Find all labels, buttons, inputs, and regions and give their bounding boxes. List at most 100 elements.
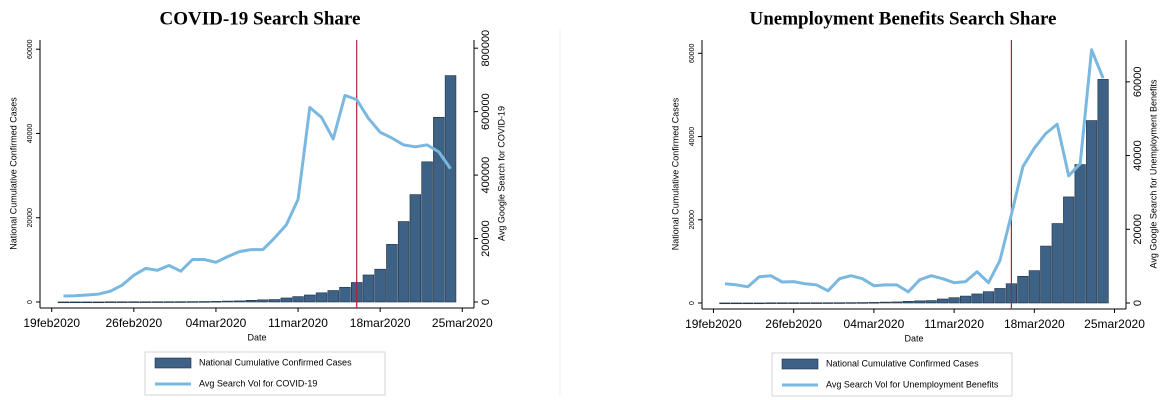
bar xyxy=(948,297,960,304)
legend-swatch xyxy=(781,358,819,370)
bar xyxy=(116,301,128,303)
bar xyxy=(315,292,328,303)
bar xyxy=(994,288,1006,304)
bar xyxy=(1040,245,1052,304)
bar xyxy=(856,302,869,304)
y2-tick-label: 0 xyxy=(1132,300,1144,306)
y-tick-label: 40000 xyxy=(689,127,696,147)
bar xyxy=(327,290,339,303)
bar xyxy=(959,295,972,304)
x-tick-label: 25mar2020 xyxy=(432,316,493,330)
x-tick-label: 19feb2020 xyxy=(685,317,742,331)
y-tick-label: 40000 xyxy=(27,124,34,144)
legend-label: Avg Search Vol for COVID-19 xyxy=(199,378,317,388)
bar xyxy=(221,300,234,303)
chart-title: Unemployment Benefits Search Share xyxy=(750,8,1057,29)
bar xyxy=(730,302,742,305)
y-axis-title: National Cumulative Confirmed Cases xyxy=(8,97,18,250)
bar xyxy=(397,221,410,303)
x-tick-label: 04mar2020 xyxy=(844,317,905,331)
bar xyxy=(1097,79,1109,304)
bar xyxy=(374,268,386,303)
bar xyxy=(879,301,891,304)
chart: 0 20000 40000 60000 0 20000 40000 60000 19feb202… xyxy=(670,8,1158,397)
chart: 0200004000060000020000040000060000080000… xyxy=(8,8,506,396)
y2-tick-label: 400000 xyxy=(480,157,492,194)
bar xyxy=(151,301,163,303)
bar xyxy=(81,301,93,304)
bar xyxy=(268,299,281,303)
bar xyxy=(891,301,903,304)
bar xyxy=(233,300,246,303)
bar xyxy=(811,302,823,304)
bar xyxy=(433,116,445,303)
bar xyxy=(719,302,731,305)
bar xyxy=(304,294,316,303)
y-tick-label: 60000 xyxy=(689,43,696,63)
bar xyxy=(245,300,257,303)
bar xyxy=(1086,120,1098,304)
bar xyxy=(210,301,222,303)
y-axis-title: National Cumulative Confirmed Cases xyxy=(670,97,680,250)
x-axis-title: Date xyxy=(247,332,266,342)
y2-tick-label: 0 xyxy=(480,299,492,305)
bar xyxy=(409,194,422,303)
bar xyxy=(1074,164,1086,304)
bar xyxy=(925,300,937,304)
bar xyxy=(914,300,926,304)
bar xyxy=(444,75,457,303)
bar xyxy=(1051,223,1063,304)
bar xyxy=(280,297,293,303)
y-tick-label: 0 xyxy=(27,300,34,304)
y2-tick-label: 600000 xyxy=(480,93,492,130)
bar xyxy=(198,301,210,303)
line xyxy=(63,93,452,298)
bar xyxy=(937,298,949,304)
legend-swatch xyxy=(154,357,192,369)
x-tick-label: 19feb2020 xyxy=(23,316,80,330)
y2-tick-label: 200000 xyxy=(480,220,492,257)
x-tick-label: 18mar2020 xyxy=(350,316,411,330)
bar xyxy=(833,302,846,304)
bar xyxy=(339,286,351,303)
bar xyxy=(163,301,175,303)
y2-axis-title: Avg Google Search for COVID-19 xyxy=(496,106,506,241)
bar xyxy=(69,301,81,304)
bar xyxy=(57,301,70,304)
bar xyxy=(971,293,983,304)
y-tick-label: 20000 xyxy=(27,208,34,228)
bar xyxy=(386,244,398,303)
y2-tick-label: 800000 xyxy=(480,30,492,67)
legend-label: National Cumulative Confirmed Cases xyxy=(199,357,352,367)
y2-tick-label: 60000 xyxy=(1132,67,1144,98)
bar xyxy=(868,302,880,304)
bar xyxy=(139,301,152,303)
y2-tick-label: 20000 xyxy=(1132,214,1144,245)
bar xyxy=(799,302,811,304)
chart-title: COVID-19 Search Share xyxy=(160,8,361,29)
bar xyxy=(175,301,187,303)
bar xyxy=(742,302,754,305)
y-tick-label: 60000 xyxy=(27,39,34,59)
bar xyxy=(902,301,914,304)
bar xyxy=(186,301,199,303)
x-tick-label: 11mar2020 xyxy=(268,316,328,330)
bar xyxy=(776,302,788,304)
bar xyxy=(104,301,117,303)
bar xyxy=(1028,270,1040,304)
bar xyxy=(421,161,433,303)
legend-label: Avg Search Vol for Unemployment Benefits xyxy=(826,379,999,389)
x-tick-label: 04mar2020 xyxy=(186,316,247,330)
bar xyxy=(788,302,800,304)
bar xyxy=(92,301,105,304)
bar xyxy=(257,299,269,303)
y2-tick-label: 40000 xyxy=(1132,140,1144,171)
x-axis-title: Date xyxy=(904,333,923,343)
bar xyxy=(982,291,995,304)
x-tick-label: 11mar2020 xyxy=(924,317,984,331)
x-tick-label: 25mar2020 xyxy=(1084,317,1145,331)
bar xyxy=(1063,196,1075,304)
bar xyxy=(822,302,834,304)
x-tick-label: 26feb2020 xyxy=(765,317,822,331)
